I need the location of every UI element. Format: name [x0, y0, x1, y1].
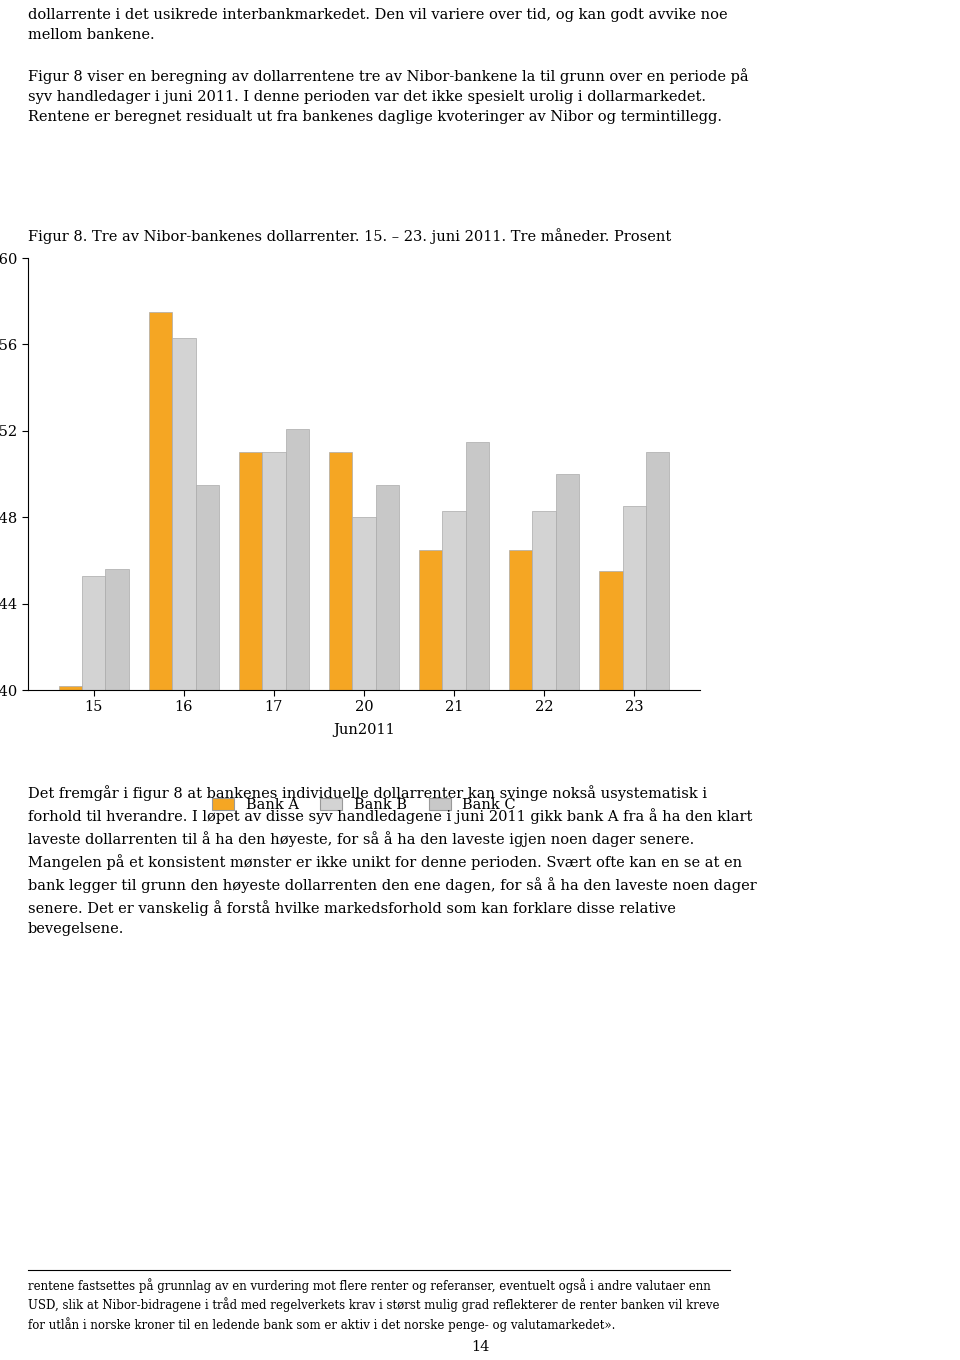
- Text: dollarrente i det usikrede interbankmarkedet. Den vil variere over tid, og kan g: dollarrente i det usikrede interbankmark…: [28, 8, 728, 42]
- Text: Det fremgår i figur 8 at bankenes individuelle dollarrenter kan svinge nokså usy: Det fremgår i figur 8 at bankenes indivi…: [28, 785, 756, 936]
- Bar: [556, 475, 579, 1360]
- Bar: [646, 453, 669, 1360]
- Bar: [466, 442, 490, 1360]
- Bar: [599, 571, 623, 1360]
- Bar: [262, 453, 286, 1360]
- Bar: [623, 506, 646, 1360]
- Bar: [59, 685, 82, 1360]
- Text: Figur 8. Tre av Nibor-bankenes dollarrenter. 15. – 23. juni 2011. Tre måneder. P: Figur 8. Tre av Nibor-bankenes dollarren…: [28, 228, 671, 243]
- Bar: [172, 337, 196, 1360]
- Bar: [149, 311, 172, 1360]
- Bar: [82, 575, 106, 1360]
- Bar: [443, 511, 466, 1360]
- Text: Figur 8 viser en beregning av dollarrentene tre av Nibor-bankene la til grunn ov: Figur 8 viser en beregning av dollarrent…: [28, 68, 749, 124]
- Bar: [196, 484, 219, 1360]
- Bar: [352, 517, 375, 1360]
- Bar: [375, 484, 399, 1360]
- Legend: Bank A, Bank B, Bank C: Bank A, Bank B, Bank C: [206, 793, 522, 819]
- X-axis label: Jun2011: Jun2011: [333, 722, 395, 737]
- Bar: [533, 511, 556, 1360]
- Text: 14: 14: [470, 1340, 490, 1355]
- Bar: [419, 549, 443, 1360]
- Bar: [239, 453, 262, 1360]
- Bar: [106, 568, 129, 1360]
- Bar: [329, 453, 352, 1360]
- Bar: [286, 428, 309, 1360]
- Bar: [509, 549, 533, 1360]
- Text: rentene fastsettes på grunnlag av en vurdering mot flere renter og referanser, e: rentene fastsettes på grunnlag av en vur…: [28, 1278, 719, 1333]
